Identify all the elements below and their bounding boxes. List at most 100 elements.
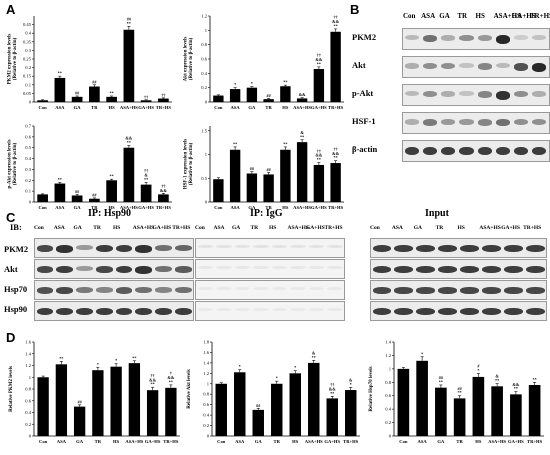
blot-c-band: [525, 266, 545, 274]
blot-c-band: [438, 308, 457, 316]
y-tick-label: 0.1: [25, 82, 31, 87]
y-axis-label: p-Akt expression levels(Relative to β-ac…: [8, 139, 19, 188]
blot-c-band: [308, 308, 324, 312]
category-label: ASA: [231, 205, 241, 210]
category-label: ASA: [55, 105, 65, 110]
y-axis-label: Relative Hsp70 levels: [369, 366, 374, 411]
bar: [280, 86, 291, 102]
blot-c-group-title: IP: IgG: [250, 208, 283, 219]
bar: [123, 147, 135, 202]
bar: [528, 384, 541, 436]
blot-b-band: [423, 35, 438, 42]
blot-c-lane-header: GA: [413, 225, 422, 231]
blot-b-band: [495, 63, 510, 69]
y-tick-label: 0.8: [203, 392, 209, 397]
category-label: TR+HS: [156, 205, 172, 210]
blot-c-band: [95, 308, 113, 316]
category-label: GA: [74, 105, 82, 110]
y-tick-label: 1.6: [203, 350, 209, 355]
category-label: Con: [39, 205, 48, 210]
category-label: TR+HS: [343, 439, 359, 444]
y-tick-label: 0.8: [201, 42, 207, 47]
significance-label: **: [514, 386, 518, 391]
blot-c-band: [174, 287, 192, 293]
blot-c-band: [95, 287, 113, 293]
blot-c-band: [76, 266, 93, 271]
y-tick-label: 0.4: [25, 31, 31, 36]
bar: [330, 163, 341, 202]
blot-b-band: [441, 35, 456, 41]
bar: [229, 89, 241, 102]
significance-label: **: [533, 377, 537, 382]
significance-label: ##: [250, 166, 255, 171]
category-label: HS: [109, 205, 116, 210]
blot-b-row-label: β-actin: [352, 144, 378, 154]
significance-label: **: [127, 21, 131, 26]
blot-c-band: [253, 287, 269, 291]
y-tick-label: 0.6: [25, 398, 31, 403]
blot-c-band: [56, 287, 73, 294]
bar: [165, 387, 177, 436]
blot-b-band: [477, 35, 492, 41]
blot-c-lane-header: TR+HS: [324, 225, 343, 231]
blot-c-band: [416, 308, 436, 316]
blot-b-row-label: PKM2: [352, 32, 377, 42]
blot-c-strip: [370, 259, 547, 279]
bar: [37, 100, 48, 102]
blot-c-band: [394, 308, 414, 316]
category-label: ASA: [231, 105, 241, 110]
category-label: TR: [265, 205, 272, 210]
blot-c-strip: [195, 238, 345, 258]
blot-c-strip: [370, 301, 547, 321]
blot-c-lane-header: TR: [250, 225, 259, 231]
blot-c-band: [503, 308, 523, 316]
blot-b-strip: [402, 84, 550, 106]
category-label: ASA+HS: [120, 105, 138, 110]
y-tick-label: 0.2: [203, 423, 209, 428]
blot-c-band: [481, 287, 501, 294]
bar: [92, 370, 104, 436]
bar: [296, 98, 308, 102]
bar: [326, 398, 338, 436]
blot-c-band: [135, 245, 152, 253]
blot-c-band: [115, 308, 133, 316]
y-tick-label: 0.8: [385, 380, 391, 385]
blot-b-band: [441, 91, 456, 97]
y-tick-label: 0.2: [201, 85, 207, 90]
blot-c-band: [460, 287, 479, 294]
category-label: TR+HS: [328, 205, 344, 210]
blot-c-lane-header: Con: [34, 225, 44, 231]
blot-c-band: [271, 308, 287, 312]
blot-c-band: [197, 308, 213, 312]
blot-c-strip: [34, 259, 194, 279]
blot-c-band: [271, 266, 287, 270]
blot-b-band: [441, 119, 456, 125]
y-tick-label: 1: [207, 381, 210, 386]
blot-c-band: [174, 308, 192, 316]
y-tick-label: 0.6: [385, 393, 391, 398]
y-tick-label: 0.05: [23, 91, 32, 96]
bar: [453, 398, 466, 436]
significance-label: **: [283, 141, 287, 146]
blot-b-strip: [402, 112, 550, 134]
blot-c-band: [372, 266, 392, 274]
blot-c-strip: [195, 259, 345, 279]
blot-c-band: [234, 308, 250, 312]
y-tick-label: 1.4: [25, 351, 31, 356]
y-tick-label: 0.15: [23, 74, 32, 79]
significance-label: &: [144, 173, 148, 178]
category-label: GA+HS: [138, 105, 154, 110]
blot-b-band: [423, 119, 438, 126]
significance-label: ##: [267, 93, 272, 98]
bar: [246, 87, 258, 102]
blot-b-band: [495, 35, 510, 44]
blot-c-band: [197, 245, 213, 249]
significance-label: **: [151, 382, 155, 387]
chart-pakt-expression: p-Akt expression levels(Relative to β-ac…: [8, 124, 172, 210]
significance-label: ##: [75, 189, 80, 194]
significance-label: ##: [267, 167, 272, 172]
blot-c-band: [234, 266, 250, 270]
category-label: GA: [76, 439, 84, 444]
y-tick-label: 1.2: [385, 353, 391, 358]
blot-c-lane-header: Con: [370, 225, 380, 231]
